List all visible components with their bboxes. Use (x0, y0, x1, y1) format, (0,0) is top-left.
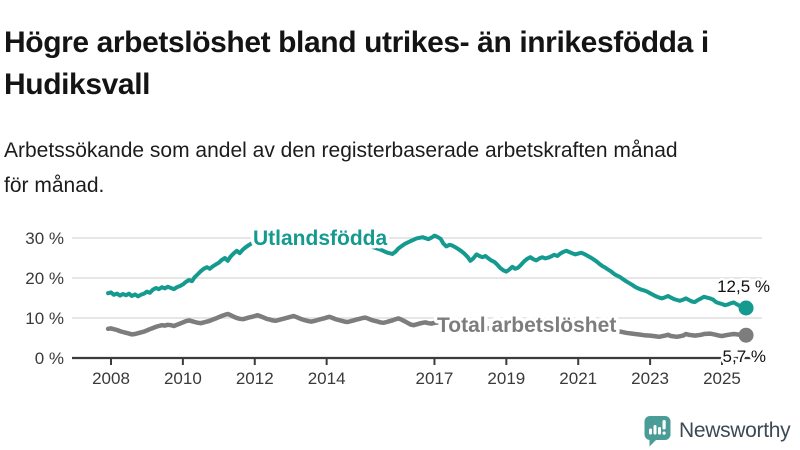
brand-name: Newsworthy (679, 419, 791, 442)
series-label-utlandsfodda: Utlandsfödda (253, 227, 387, 250)
page-title-line2: Hudiksvall (4, 68, 151, 102)
page-title-line1: Högre arbetslöshet bland utrikes- än inr… (4, 26, 709, 60)
x-tick-label: 2017 (416, 369, 454, 388)
series-label-total: Total arbetslöshet (437, 314, 616, 337)
series-end-value: 12,5 % (717, 277, 770, 296)
bar-3 (658, 426, 661, 434)
exclamation-bar (662, 419, 666, 429)
y-tick-label: 0 % (35, 349, 64, 368)
bar-1 (649, 428, 652, 434)
newsworthy-logo[interactable]: Newsworthy (644, 414, 791, 448)
newsworthy-icon (644, 415, 671, 446)
series-line-total (105, 311, 749, 340)
page-title: Högre arbetslöshet bland utrikes- än inr… (4, 22, 796, 106)
x-tick-label: 2023 (631, 369, 669, 388)
series-end-dot (738, 327, 754, 343)
x-tick-label: 2012 (236, 369, 274, 388)
bar-2 (653, 424, 657, 434)
series-end-dot (738, 300, 754, 316)
y-tick-label: 20 % (25, 269, 64, 288)
x-tick-label: 2014 (308, 369, 346, 388)
x-tick-label: 2019 (487, 369, 525, 388)
page-subtitle-line2: för månad. (4, 174, 105, 197)
exclamation-dot (662, 431, 666, 435)
page-subtitle: Arbetssökande som andel av den registerb… (4, 133, 784, 203)
series-line-utlandsfodda (106, 230, 749, 310)
x-tick-label: 2025 (703, 369, 741, 388)
y-tick-label: 30 % (25, 229, 64, 248)
page-subtitle-line1: Arbetssökande som andel av den registerb… (4, 139, 678, 162)
x-tick-label: 2021 (559, 369, 597, 388)
x-tick-label: 2010 (164, 369, 202, 388)
series-end-value: 5,7 % (723, 347, 766, 366)
x-tick-label: 2008 (92, 369, 130, 388)
y-tick-label: 10 % (25, 309, 64, 328)
